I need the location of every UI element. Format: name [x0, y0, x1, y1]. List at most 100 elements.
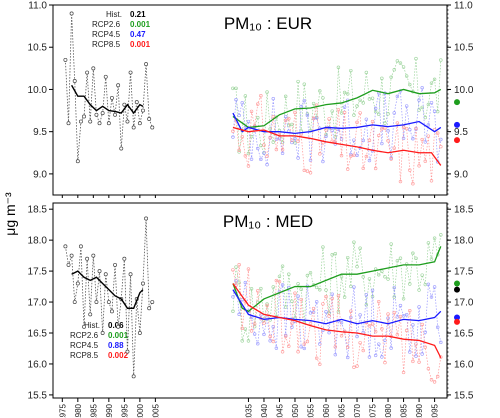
y-tick-label-left: 18.0	[28, 236, 48, 247]
scenario-annual-point	[386, 312, 390, 316]
scenario-annual-point	[380, 141, 384, 146]
scenario-annual-point	[346, 92, 350, 96]
scenario-annual-point	[308, 311, 313, 315]
scenario-annual-point	[290, 325, 294, 329]
scenario-annual-point	[243, 327, 248, 331]
hist-annual-point	[91, 253, 96, 258]
scenario-annual-point	[330, 296, 334, 301]
scenario-annual-point	[246, 151, 251, 156]
scenario-annual-point	[398, 256, 403, 260]
scenario-annual-point	[265, 90, 269, 94]
scenario-annual-point	[256, 289, 260, 293]
scenario-annual-point	[262, 151, 266, 155]
scenario-annual-point	[246, 119, 251, 124]
scenario-smoothed-line	[232, 126, 442, 166]
scenario-annual-point	[249, 287, 254, 291]
scenario-annual-point	[299, 297, 303, 302]
hist-annual-point	[91, 66, 96, 71]
plot-frame	[52, 4, 448, 196]
hist-annual-point	[106, 300, 111, 304]
scenario-annual-point	[370, 322, 375, 326]
scenario-annual-point	[324, 128, 328, 132]
scenario-annual-point	[423, 282, 427, 287]
hist-annual-point	[125, 119, 130, 124]
scenario-annual-point	[246, 339, 251, 343]
scenario-annual-point	[277, 136, 282, 140]
scenario-annual-point	[234, 86, 238, 91]
x-tick-label: 2035	[244, 403, 253, 418]
scenario-annual-point	[246, 267, 251, 271]
scenario-annual-point	[426, 367, 431, 371]
scenario-annual-point	[240, 135, 244, 139]
panel-1: 9.0 9.0 9.5 9.5 10.0 10.0 10.5 10.5 11.0 11.0 PM₁₀…	[28, 1, 474, 196]
y-tick-label-right: 16.0	[454, 359, 474, 370]
scenario-annual-point	[361, 275, 365, 279]
scenario-annual-point	[321, 245, 325, 249]
scenario-annual-point	[252, 322, 257, 326]
panel-2: 15.5 15.5 16.0 16.0 16.5 16.5 17.0 17.0 17.5 17.5…	[28, 202, 474, 401]
scenario-annual-point	[420, 105, 424, 110]
y-tick-label-right: 18.5	[454, 205, 474, 216]
hist-annual-point	[150, 125, 155, 130]
scenario-annual-point	[256, 341, 260, 346]
y-tick-label-left: 9.5	[33, 127, 47, 138]
scenario-annual-point	[339, 275, 344, 279]
y-tick-label-right: 10.5	[454, 43, 474, 54]
scenario-annual-point	[401, 65, 406, 69]
legend-label: Hist.	[106, 10, 122, 19]
scenario-annual-point	[327, 117, 331, 121]
hist-smoothed-line	[71, 270, 144, 309]
hist-annual-point	[97, 269, 102, 274]
scenario-annual-point	[417, 360, 421, 364]
scenario-annual-point	[237, 312, 241, 317]
hist-annual-point	[88, 119, 93, 124]
scenario-annual-point	[299, 104, 303, 109]
hist-annual-point	[103, 272, 108, 277]
scenario-annual-point	[367, 138, 372, 143]
scenario-annual-point	[330, 128, 334, 133]
hist-annual-point	[113, 112, 117, 117]
scenario-annual-point	[318, 342, 322, 346]
hist-annual-point	[144, 216, 149, 221]
scenario-annual-point	[364, 70, 369, 75]
scenario-annual-point	[352, 113, 356, 117]
y-tick-label-right: 17.0	[454, 298, 474, 309]
scenario-annual-point	[243, 154, 248, 158]
hist-annual-point	[122, 256, 127, 261]
scenario-annual-point	[367, 277, 372, 281]
legend-value: 0.47	[130, 30, 146, 39]
scenario-annual-point	[296, 294, 300, 298]
scenario-annual-point	[302, 342, 306, 346]
scenario-annual-point	[290, 321, 294, 325]
scenario-annual-point	[324, 294, 328, 299]
scenario-annual-point	[315, 300, 319, 304]
y-tick-label-left: 15.5	[28, 390, 48, 401]
scenario-annual-point	[435, 325, 440, 329]
hist-annual-point	[66, 262, 71, 267]
scenario-annual-point	[355, 120, 359, 125]
scenario-annual-point	[299, 287, 303, 292]
y-tick-label-left: 10.5	[28, 43, 48, 54]
hist-annual-point	[69, 253, 74, 258]
scenario-annual-point	[401, 297, 406, 301]
scenario-annual-point	[342, 110, 347, 115]
scenario-annual-point	[426, 282, 431, 286]
scenario-annual-point	[386, 112, 390, 116]
scenario-smoothed-line	[232, 289, 442, 325]
scenario-annual-point	[423, 345, 427, 349]
scenario-annual-point	[259, 157, 263, 162]
scenario-annual-point	[318, 288, 322, 292]
x-tick-label: 2000	[136, 403, 145, 418]
scenario-annual-point	[361, 348, 365, 353]
scenario-annual-point	[411, 359, 415, 364]
scenario-annual-point	[280, 148, 285, 152]
scenario-annual-point	[333, 352, 338, 357]
x-tick-label: 2060	[322, 403, 331, 418]
scenario-annual-point	[383, 275, 387, 279]
scenario-annual-point	[404, 313, 409, 317]
scenario-annual-point	[411, 323, 415, 327]
x-tick-label: 2095	[431, 403, 440, 418]
scenario-annual-point	[358, 98, 362, 102]
scenario-annual-point	[439, 144, 443, 149]
scenario-annual-point	[364, 303, 369, 307]
